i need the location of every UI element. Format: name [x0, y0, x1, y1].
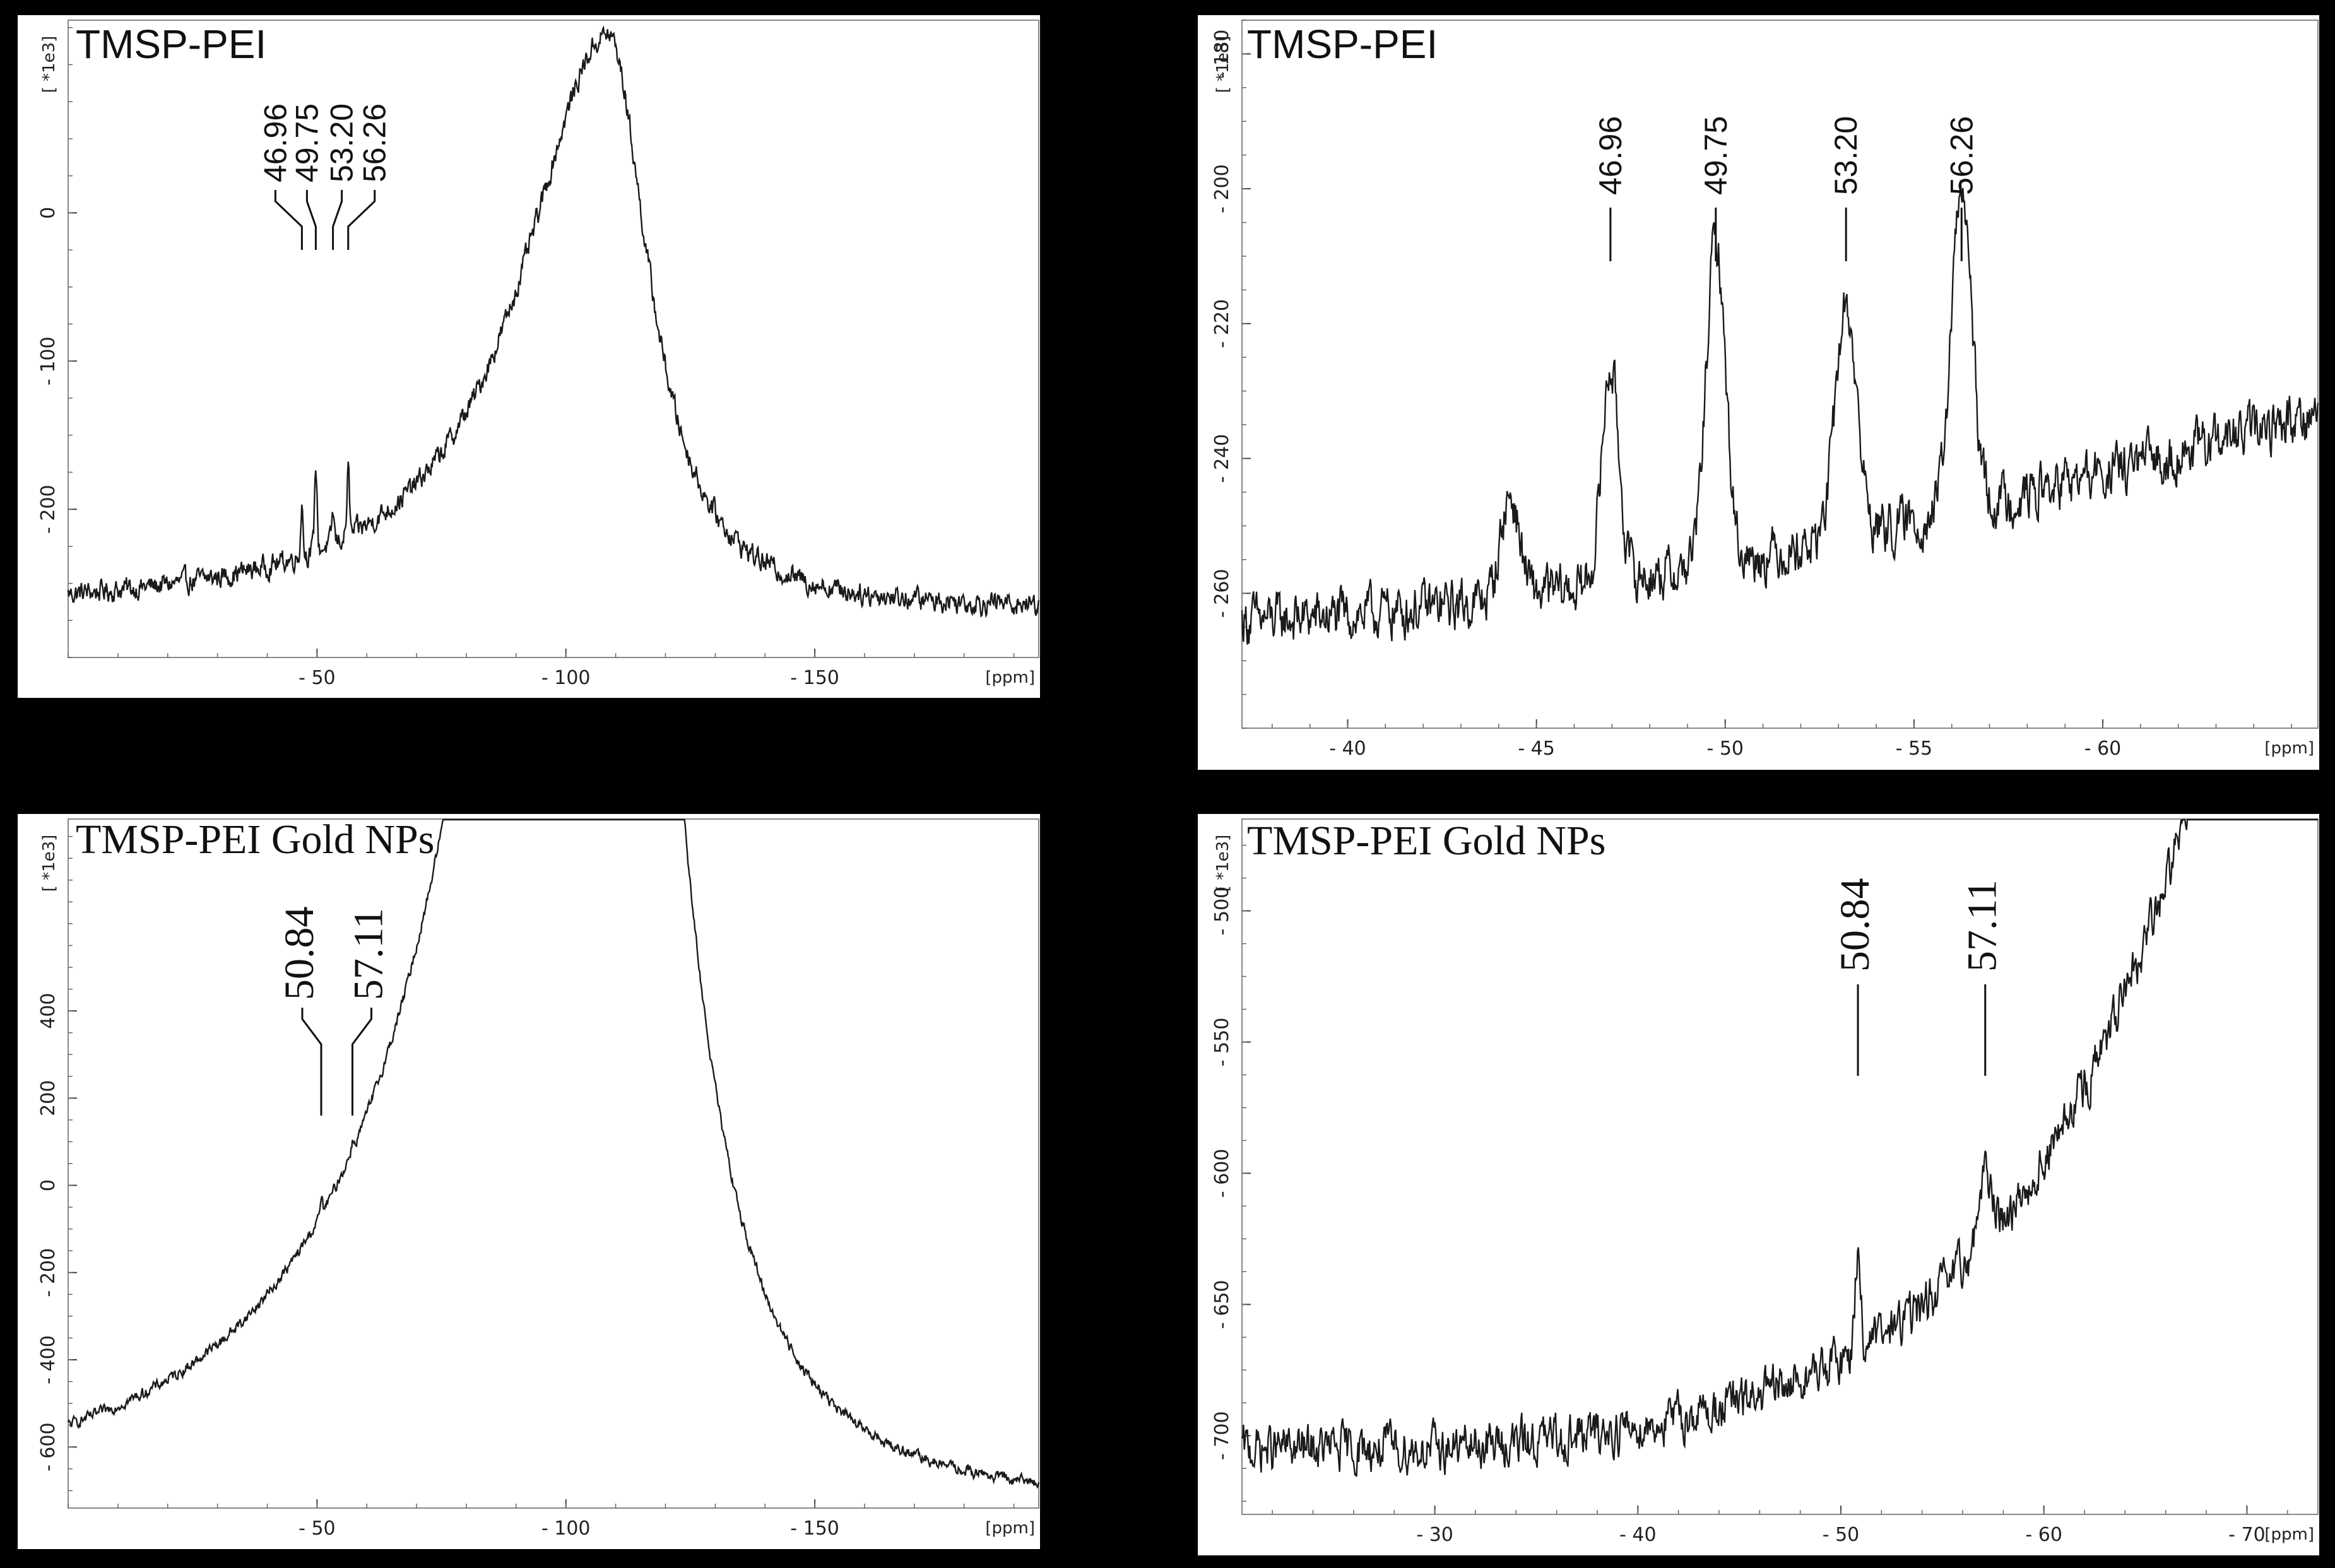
peak-label: 50.84	[276, 907, 322, 1001]
y-tick-label: - 600	[37, 1422, 59, 1471]
peak-marker	[301, 1008, 322, 1116]
x-tick-label: - 50	[1823, 1524, 1860, 1546]
peak-label: 50.84	[1832, 878, 1878, 972]
peak-label: 46.96	[257, 103, 293, 182]
peak-label: 53.20	[324, 103, 360, 182]
y-tick-label: - 700	[1211, 1411, 1233, 1460]
y-unit-label: [ *1e3]	[40, 835, 59, 892]
x-tick-label: - 100	[541, 667, 591, 689]
y-tick-label: 0	[37, 207, 59, 219]
x-tick-label: - 50	[299, 1518, 336, 1540]
spectrum-trace	[1241, 818, 2318, 1477]
x-tick-label: - 60	[2084, 738, 2122, 760]
plot-frame	[1241, 20, 2319, 729]
y-tick-label: - 500	[1211, 887, 1233, 936]
x-tick-label: - 40	[1619, 1524, 1657, 1546]
peak-marker	[332, 190, 343, 250]
chart-svg: - 30 - 40 - 50 - 60 - 70[ppm] - 500 - 550 - 600…	[1211, 818, 2319, 1546]
spectrum-panel-top-left: - 50 - 100 - 150 [ppm] 0 - 100 - 200 [ *1e3] 46.…	[18, 15, 1040, 698]
peak-label: 56.26	[1944, 116, 1979, 195]
chart-svg: - 50 - 100 - 150 [ppm] 400 200 0 - 200 - 400 - 60…	[37, 816, 1040, 1540]
plot-frame	[1241, 818, 2319, 1515]
x-tick-label: - 150	[790, 667, 839, 689]
y-tick-label: - 180	[1211, 30, 1233, 79]
spectrum-trace	[67, 818, 1040, 1489]
y-tick-label: 400	[37, 993, 59, 1029]
y-tick-label: - 550	[1211, 1018, 1233, 1067]
y-tick-label: - 240	[1211, 434, 1233, 483]
y-unit-label: [ *1e3]	[1214, 36, 1233, 93]
chart-title: TMSP-PEI	[1247, 21, 1438, 67]
x-tick-label: - 50	[1706, 738, 1744, 760]
x-tick-label: - 50	[299, 667, 336, 689]
x-unit-label: [ppm]	[2264, 739, 2314, 758]
plot-frame	[68, 20, 1039, 658]
x-tick-label: - 45	[1518, 738, 1555, 760]
x-tick-label: - 40	[1329, 738, 1366, 760]
x-tick-label: - 30	[1416, 1524, 1453, 1546]
x-tick-label: - 60	[2025, 1524, 2062, 1546]
x-tick-label: - 150	[790, 1518, 839, 1540]
x-unit-label: [ppm]	[985, 1519, 1035, 1538]
y-tick-label: - 200	[37, 485, 59, 534]
y-tick-label: 0	[37, 1179, 59, 1191]
chart-title: TMSP-PEI Gold NPs	[76, 816, 434, 863]
x-unit-label: [ppm]	[2264, 1525, 2314, 1544]
x-tick-label: - 100	[541, 1518, 591, 1540]
y-tick-label: - 650	[1211, 1280, 1233, 1329]
peak-marker	[351, 1008, 372, 1116]
x-tick-label: - 55	[1896, 738, 1933, 760]
peak-marker	[305, 190, 317, 250]
x-unit-label: [ppm]	[985, 668, 1035, 687]
y-unit-label: [ *1e3]	[1214, 835, 1233, 892]
y-tick-label: - 200	[1211, 164, 1233, 213]
spectrum-panel-bottom-left: - 50 - 100 - 150 [ppm] 400 200 0 - 200 - 400 - 60…	[18, 814, 1040, 1549]
peak-label: 57.11	[345, 908, 391, 1000]
spectrum-trace	[67, 25, 1040, 618]
peak-label: 53.20	[1828, 116, 1864, 195]
chart-svg: - 40 - 45 - 50 - 55 - 60 [ppm] - 180 - 200 - 220…	[1211, 20, 2319, 760]
y-tick-label: - 200	[37, 1248, 59, 1297]
chart-title: TMSP-PEI Gold NPs	[1247, 818, 1605, 864]
chart-svg: - 50 - 100 - 150 [ppm] 0 - 100 - 200 [ *1e3] 46.…	[37, 20, 1040, 689]
y-tick-label: - 100	[37, 336, 59, 386]
spectrum-trace	[1241, 180, 2319, 645]
y-tick-label: - 600	[1211, 1149, 1233, 1198]
spectrum-panel-top-right: - 40 - 45 - 50 - 55 - 60 [ppm] - 180 - 200 - 220…	[1198, 15, 2319, 770]
peak-label: 56.26	[357, 103, 393, 182]
spectrum-panel-bottom-right: - 30 - 40 - 50 - 60 - 70 [ppm] - 500 - 550 - 600…	[1198, 814, 2319, 1555]
peak-marker	[274, 190, 303, 250]
x-tick-label: - 70	[2228, 1524, 2266, 1546]
peak-label: 49.75	[1698, 116, 1734, 195]
peak-label: 57.11	[1960, 880, 2006, 972]
peak-marker	[347, 190, 376, 250]
y-tick-label: - 260	[1211, 569, 1233, 618]
y-unit-label: [ *1e3]	[40, 36, 59, 93]
y-tick-label: - 400	[37, 1335, 59, 1384]
chart-title: TMSP-PEI	[76, 21, 266, 67]
plot-frame	[68, 818, 1039, 1509]
peak-label: 46.96	[1593, 116, 1628, 195]
peak-label: 49.75	[289, 103, 324, 182]
y-tick-label: - 220	[1211, 299, 1233, 348]
y-tick-label: 200	[37, 1080, 59, 1116]
